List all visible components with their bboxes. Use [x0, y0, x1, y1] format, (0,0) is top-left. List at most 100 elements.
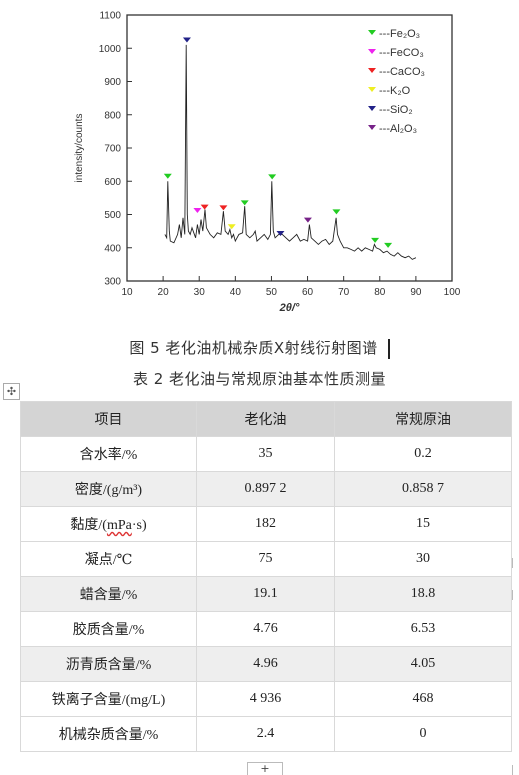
peak-marker — [384, 242, 393, 248]
y-tick-label: 900 — [104, 77, 121, 88]
cell-conventional: 468 — [334, 681, 512, 717]
table-row: 蜡含量/% 19.1 18.8 — [20, 576, 512, 612]
figure-caption-text: 图 5 老化油机械杂质X射线衍射图谱 — [129, 339, 378, 357]
header-aged-oil: 老化油 — [196, 401, 335, 437]
peak-marker — [332, 209, 341, 215]
x-tick-label: 80 — [374, 287, 386, 298]
x-tick-label: 90 — [410, 287, 422, 298]
legend-label: ---SiO₂ — [379, 104, 413, 116]
x-tick-label: 10 — [121, 287, 133, 298]
x-tick-label: 60 — [302, 287, 314, 298]
cell-conventional: 15 — [334, 506, 512, 542]
y-tick-label: 600 — [104, 177, 121, 188]
table-resize-handle[interactable] — [512, 765, 519, 775]
x-tick-label: 20 — [158, 287, 170, 298]
peak-marker — [227, 224, 236, 230]
legend-marker — [368, 125, 376, 130]
y-tick-label: 800 — [104, 110, 121, 121]
add-row-button[interactable]: + — [247, 762, 283, 775]
y-tick-label: 1000 — [99, 44, 122, 55]
legend-marker — [368, 106, 376, 111]
table-row: 机械杂质含量/% 2.4 0 — [20, 716, 512, 752]
cell-aged: 182 — [196, 506, 335, 542]
cell-aged: 2.4 — [196, 716, 335, 752]
x-tick-label: 50 — [266, 287, 278, 298]
table-move-handle-icon[interactable]: ✣ — [3, 383, 20, 400]
cell-item: 机械杂质含量/% — [20, 716, 197, 752]
table-resize-handle[interactable] — [512, 558, 519, 568]
cell-item-suffix: ·s) — [131, 518, 147, 533]
legend-label: ---K₂O — [379, 85, 411, 97]
cell-item: 含水率/% — [20, 436, 197, 472]
legend-marker — [368, 68, 376, 73]
y-tick-label: 1100 — [99, 11, 121, 22]
legend-label: ---CaCO₃ — [379, 66, 425, 78]
legend-marker — [368, 87, 376, 92]
peak-marker — [303, 217, 312, 223]
legend-marker — [368, 49, 376, 54]
peak-marker — [200, 204, 209, 210]
text-cursor — [387, 338, 390, 359]
x-tick-label: 100 — [444, 287, 461, 298]
y-tick-label: 700 — [104, 144, 121, 155]
cell-aged: 4.96 — [196, 646, 335, 682]
header-item: 项目 — [20, 401, 197, 437]
cell-aged: 4 936 — [196, 681, 335, 717]
peak-marker — [219, 205, 228, 211]
table-caption: 表 2 老化油与常规原油基本性质测量 — [132, 370, 387, 388]
cell-conventional: 18.8 — [334, 576, 512, 612]
y-tick-label: 400 — [104, 243, 121, 254]
table-row: 黏度/(mPa·s) 182 15 — [20, 506, 512, 542]
cell-conventional: 0.2 — [334, 436, 512, 472]
peak-marker — [193, 208, 202, 214]
table-resize-handle[interactable] — [512, 590, 519, 600]
cell-aged: 35 — [196, 436, 335, 472]
cell-item: 胶质含量/% — [20, 611, 197, 647]
peak-marker — [268, 174, 277, 180]
legend-marker — [368, 30, 376, 35]
legend-label: ---Al₂O₃ — [379, 123, 417, 135]
x-tick-label: 40 — [230, 287, 242, 298]
x-tick-label: 30 — [194, 287, 206, 298]
legend-label: ---Fe₂O₃ — [379, 28, 420, 40]
cell-aged: 4.76 — [196, 611, 335, 647]
cell-conventional: 30 — [334, 541, 512, 577]
table-row: 凝点/℃ 75 30 — [20, 541, 512, 577]
peak-marker — [371, 237, 380, 243]
x-axis-label: 2θ/° — [279, 302, 300, 314]
xrd-chart: 10 20 30 40 50 60 70 80 90 100 300 400 500 600 700 800 9… — [74, 11, 461, 315]
peak-marker — [240, 200, 249, 206]
cell-conventional: 0 — [334, 716, 512, 752]
property-table: 项目 老化油 常规原油 含水率/% 35 0.2 密度/(g/m³) 0.897… — [20, 401, 512, 752]
cell-conventional: 4.05 — [334, 646, 512, 682]
cell-item: 凝点/℃ — [20, 541, 197, 577]
figure-caption: 图 5 老化油机械杂质X射线衍射图谱 — [0, 337, 519, 359]
peak-marker — [163, 173, 172, 179]
xrd-spectrum-line — [164, 44, 417, 260]
cell-item: 密度/(g/m³) — [20, 471, 197, 507]
cell-aged: 0.897 2 — [196, 471, 335, 507]
y-tick-label: 300 — [104, 277, 121, 288]
table-row: 密度/(g/m³) 0.897 2 0.858 7 — [20, 471, 512, 507]
cell-item: 蜡含量/% — [20, 576, 197, 612]
table-row: 含水率/% 35 0.2 — [20, 436, 512, 472]
header-conventional-oil: 常规原油 — [334, 401, 512, 437]
cell-item-prefix: 黏度/( — [70, 518, 107, 533]
table-row: 沥青质含量/% 4.96 4.05 — [20, 646, 512, 682]
peak-marker — [182, 37, 191, 43]
peak-marker — [276, 230, 285, 236]
cell-aged: 75 — [196, 541, 335, 577]
table-row: 胶质含量/% 4.76 6.53 — [20, 611, 512, 647]
table-header-row: 项目 老化油 常规原油 — [20, 401, 512, 437]
legend-label: ---FeCO₃ — [379, 47, 424, 59]
spellcheck-flagged-text: mPa — [106, 518, 132, 533]
y-axis-label: intensity/counts — [74, 114, 85, 183]
x-tick-label: 70 — [338, 287, 350, 298]
cell-conventional: 6.53 — [334, 611, 512, 647]
cell-item: 沥青质含量/% — [20, 646, 197, 682]
cell-aged: 19.1 — [196, 576, 335, 612]
cell-conventional: 0.858 7 — [334, 471, 512, 507]
y-tick-label: 500 — [104, 210, 121, 221]
cell-item: 铁离子含量/(mg/L) — [20, 681, 197, 717]
table-row: 铁离子含量/(mg/L) 4 936 468 — [20, 681, 512, 717]
